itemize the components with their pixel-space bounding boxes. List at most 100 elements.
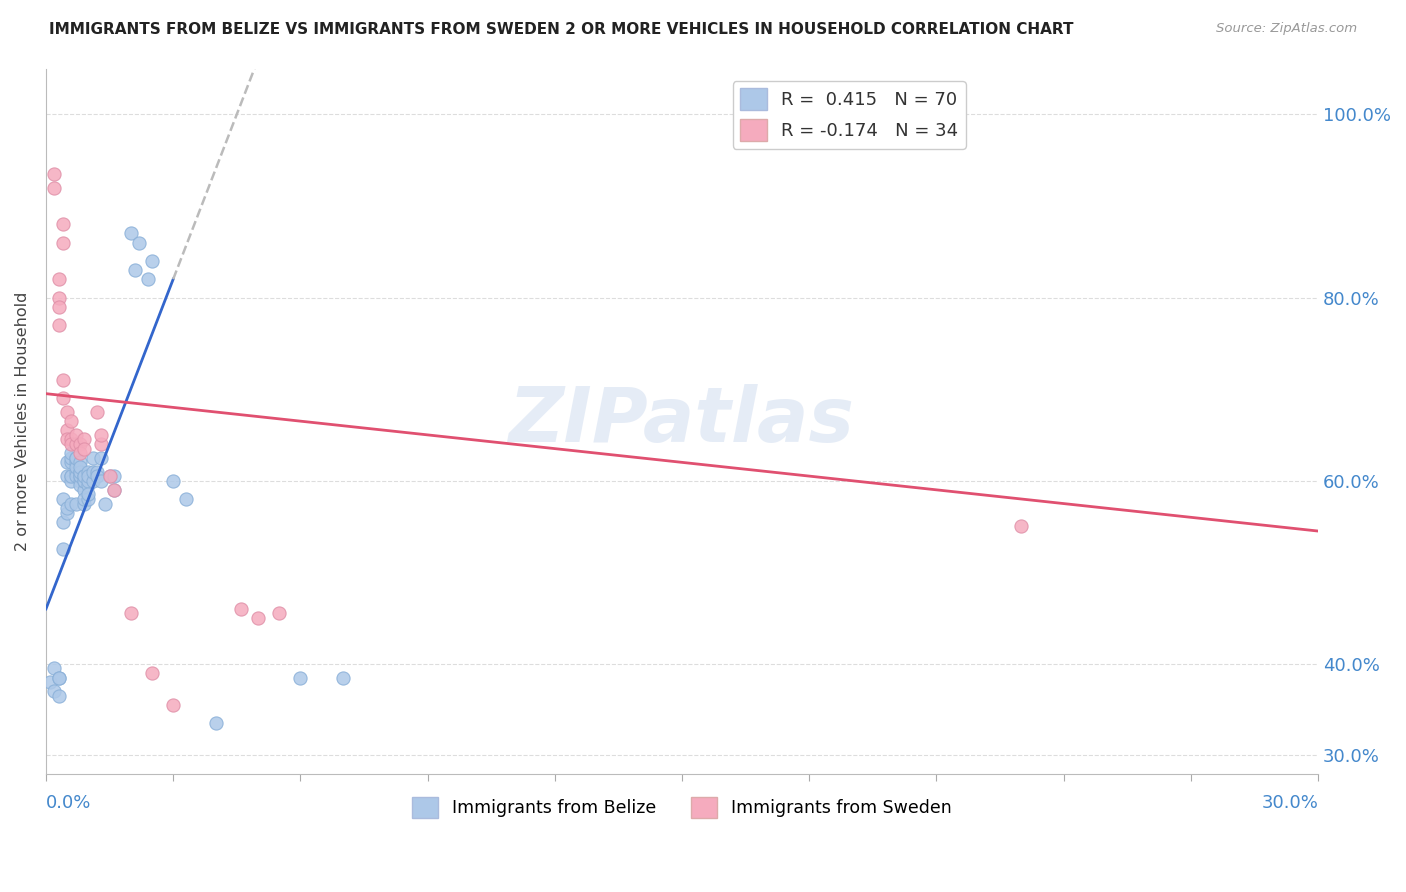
Point: [103, 483, 125, 497]
Point: [52, 373, 75, 387]
Point: [60, 414, 83, 428]
Point: [69, 478, 91, 492]
Point: [73, 433, 96, 447]
Point: [56, 506, 79, 520]
Point: [162, 698, 184, 712]
Y-axis label: 2 or more Vehicles in Household: 2 or more Vehicles in Household: [15, 292, 30, 551]
Point: [82, 450, 104, 465]
Point: [65, 497, 87, 511]
Point: [56, 423, 79, 437]
Point: [124, 263, 146, 277]
Point: [48, 291, 70, 305]
Point: [69, 469, 91, 483]
Point: [48, 671, 70, 685]
Point: [136, 272, 159, 286]
Text: IMMIGRANTS FROM BELIZE VS IMMIGRANTS FROM SWEDEN 2 OR MORE VEHICLES IN HOUSEHOLD: IMMIGRANTS FROM BELIZE VS IMMIGRANTS FRO…: [49, 22, 1074, 37]
Point: [120, 227, 142, 241]
Text: ZIPatlas: ZIPatlas: [509, 384, 855, 458]
Point: [44, 684, 66, 698]
Point: [48, 318, 70, 332]
Point: [60, 433, 83, 447]
Point: [52, 491, 75, 506]
Point: [77, 474, 100, 488]
Point: [290, 671, 312, 685]
Point: [48, 300, 70, 314]
Point: [44, 180, 66, 194]
Point: [77, 491, 100, 506]
Text: Source: ZipAtlas.com: Source: ZipAtlas.com: [1216, 22, 1357, 36]
Point: [82, 474, 104, 488]
Point: [332, 671, 354, 685]
Point: [69, 455, 91, 469]
Point: [98, 469, 121, 483]
Point: [56, 433, 79, 447]
Point: [69, 437, 91, 451]
Point: [141, 253, 163, 268]
Point: [44, 167, 66, 181]
Point: [86, 469, 108, 483]
Point: [65, 450, 87, 465]
Point: [86, 465, 108, 479]
Point: [73, 474, 96, 488]
Point: [65, 437, 87, 451]
Point: [65, 450, 87, 465]
Point: [73, 491, 96, 506]
Point: [56, 469, 79, 483]
Text: 30.0%: 30.0%: [1261, 794, 1319, 812]
Point: [52, 217, 75, 231]
Point: [162, 474, 184, 488]
Point: [52, 542, 75, 557]
Point: [120, 607, 142, 621]
Point: [174, 491, 197, 506]
Point: [65, 465, 87, 479]
Point: [73, 469, 96, 483]
Point: [69, 469, 91, 483]
Point: [77, 465, 100, 479]
Point: [48, 671, 70, 685]
Point: [73, 469, 96, 483]
Point: [69, 465, 91, 479]
Point: [60, 469, 83, 483]
Point: [56, 501, 79, 516]
Point: [48, 272, 70, 286]
Point: [39, 675, 62, 690]
Point: [65, 455, 87, 469]
Point: [246, 611, 269, 625]
Point: [86, 405, 108, 419]
Point: [73, 497, 96, 511]
Point: [60, 437, 83, 451]
Point: [60, 455, 83, 469]
Point: [90, 437, 112, 451]
Point: [65, 469, 87, 483]
Point: [48, 689, 70, 703]
Point: [60, 446, 83, 460]
Point: [52, 515, 75, 529]
Point: [69, 474, 91, 488]
Point: [60, 474, 83, 488]
Point: [98, 469, 121, 483]
Legend: Immigrants from Belize, Immigrants from Sweden: Immigrants from Belize, Immigrants from …: [405, 790, 959, 825]
Point: [69, 446, 91, 460]
Point: [52, 391, 75, 405]
Point: [77, 469, 100, 483]
Point: [73, 483, 96, 497]
Point: [128, 235, 150, 250]
Point: [60, 469, 83, 483]
Point: [141, 666, 163, 681]
Point: [60, 450, 83, 465]
Point: [77, 478, 100, 492]
Point: [94, 497, 117, 511]
Text: 0.0%: 0.0%: [46, 794, 91, 812]
Point: [65, 459, 87, 474]
Point: [73, 474, 96, 488]
Point: [44, 661, 66, 675]
Point: [1010, 519, 1032, 533]
Point: [269, 607, 291, 621]
Point: [69, 465, 91, 479]
Point: [69, 459, 91, 474]
Point: [73, 442, 96, 456]
Point: [60, 497, 83, 511]
Point: [52, 235, 75, 250]
Point: [103, 483, 125, 497]
Point: [82, 465, 104, 479]
